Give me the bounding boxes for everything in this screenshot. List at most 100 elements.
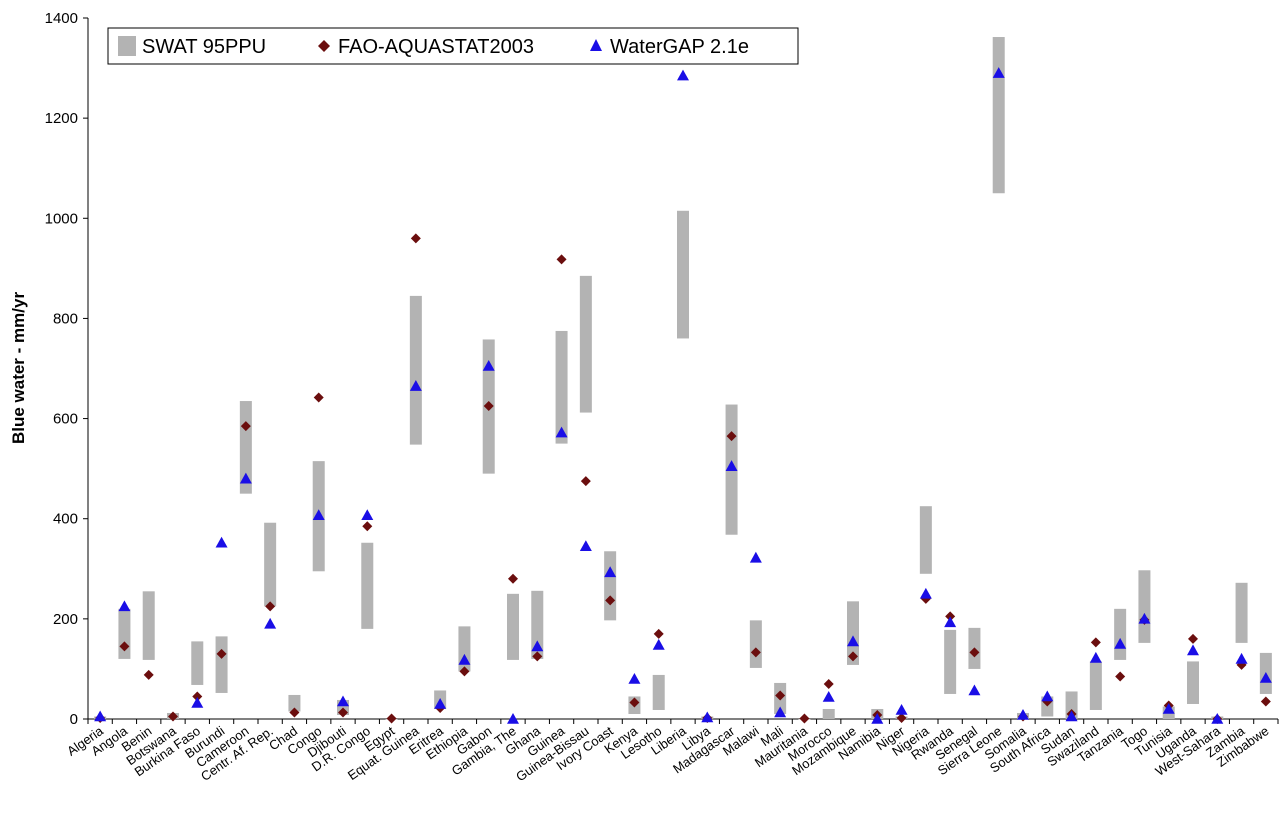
fao-point <box>1115 671 1126 682</box>
swat-range-bar <box>142 591 155 660</box>
watergap-point <box>264 617 277 629</box>
y-tick-label: 200 <box>53 611 78 628</box>
y-tick-label: 400 <box>53 511 78 528</box>
fao-point <box>945 611 956 622</box>
fao-point <box>799 713 810 724</box>
fao-point <box>969 647 980 658</box>
watergap-point <box>361 509 374 521</box>
watergap-point <box>312 509 325 521</box>
fao-point <box>556 254 567 265</box>
swat-range-bar <box>288 694 301 712</box>
swat-range-bar <box>604 551 617 621</box>
fao-point <box>775 690 786 701</box>
swat-range-bar <box>1114 608 1127 660</box>
fao-point <box>750 647 761 658</box>
watergap-point <box>579 540 592 552</box>
watergap-point <box>919 587 932 599</box>
watergap-point <box>1187 644 1199 656</box>
swat-range-bar <box>1138 570 1151 643</box>
watergap-point <box>774 706 787 718</box>
watergap-point <box>1259 671 1272 683</box>
fao-point <box>265 601 276 612</box>
fao-point <box>653 628 664 639</box>
watergap-point <box>409 380 422 391</box>
watergap-point <box>458 653 471 665</box>
swat-range-bar <box>749 620 762 668</box>
watergap-point <box>1162 702 1175 714</box>
watergap-point <box>482 359 495 371</box>
watergap-point <box>1041 690 1054 702</box>
watergap-point <box>215 536 228 548</box>
swat-range-bar <box>409 295 422 445</box>
fao-point <box>143 669 154 680</box>
y-axis-title: Blue water - mm/yr <box>9 292 28 444</box>
watergap-point <box>555 426 568 438</box>
watergap-point <box>1065 710 1078 722</box>
legend-box <box>107 27 799 65</box>
fao-point <box>1188 633 1198 644</box>
swat-range-bar <box>677 210 689 339</box>
watergap-point <box>871 713 884 724</box>
swat-range-bar <box>215 636 228 693</box>
fao-point <box>532 651 543 662</box>
watergap-point <box>604 566 617 578</box>
fao-point <box>192 691 203 702</box>
legend-swatch-fao <box>318 40 330 52</box>
swat-range-bar <box>531 590 544 659</box>
watergap-point <box>944 616 957 628</box>
watergap-point <box>94 710 107 722</box>
y-tick-label: 800 <box>53 310 78 327</box>
watergap-point <box>1017 708 1029 720</box>
fao-point <box>580 476 591 487</box>
watergap-point <box>1235 652 1248 664</box>
legend: SWAT 95PPU FAO-AQUASTAT2003 WaterGAP 2.1e <box>107 27 799 65</box>
watergap-point <box>992 67 1005 78</box>
swat-range-bar <box>361 542 374 629</box>
fao-point <box>848 651 858 662</box>
watergap-point <box>628 672 641 684</box>
fao-point <box>1090 637 1101 648</box>
watergap-point <box>677 69 689 81</box>
swat-range-bar <box>1089 661 1102 710</box>
watergap-point <box>968 684 981 696</box>
fao-point <box>896 712 907 723</box>
fao-point <box>823 678 834 689</box>
watergap-point <box>895 703 908 715</box>
watergap-point <box>652 638 665 650</box>
fao-point <box>605 595 616 606</box>
fao-point <box>216 648 227 659</box>
swat-range-bar <box>1187 661 1199 704</box>
swat-range-bar <box>555 330 568 444</box>
watergap-point <box>822 690 835 702</box>
swat-range-bar <box>652 674 665 710</box>
fao-point <box>240 421 251 432</box>
swat-range-bar <box>919 506 932 574</box>
swat-range-bar <box>992 37 1005 194</box>
watergap-point <box>1211 713 1224 724</box>
swat-range-bar <box>579 275 592 413</box>
y-tick-label: 1000 <box>45 210 78 227</box>
y-tick-label: 1200 <box>45 110 78 127</box>
fao-point <box>289 707 300 718</box>
swat-range-bar <box>847 601 859 665</box>
watergap-point <box>434 697 447 709</box>
fao-point <box>483 401 494 412</box>
y-tick-label: 1400 <box>45 10 78 27</box>
fao-point <box>313 392 324 403</box>
watergap-point <box>701 711 714 723</box>
watergap-point <box>725 460 738 471</box>
watergap-point <box>118 600 131 612</box>
fao-point <box>629 697 640 708</box>
fao-point <box>508 573 518 584</box>
legend-swatch-watergap <box>590 39 602 51</box>
y-tick-label: 600 <box>53 411 78 428</box>
fao-point <box>726 431 737 442</box>
fao-point <box>386 713 397 724</box>
watergap-point <box>1114 637 1127 649</box>
swat-range-bar <box>822 708 835 719</box>
fao-point <box>338 707 348 718</box>
y-tick-label: 0 <box>70 711 78 728</box>
fao-point <box>459 666 470 677</box>
swat-range-bar <box>118 608 131 659</box>
